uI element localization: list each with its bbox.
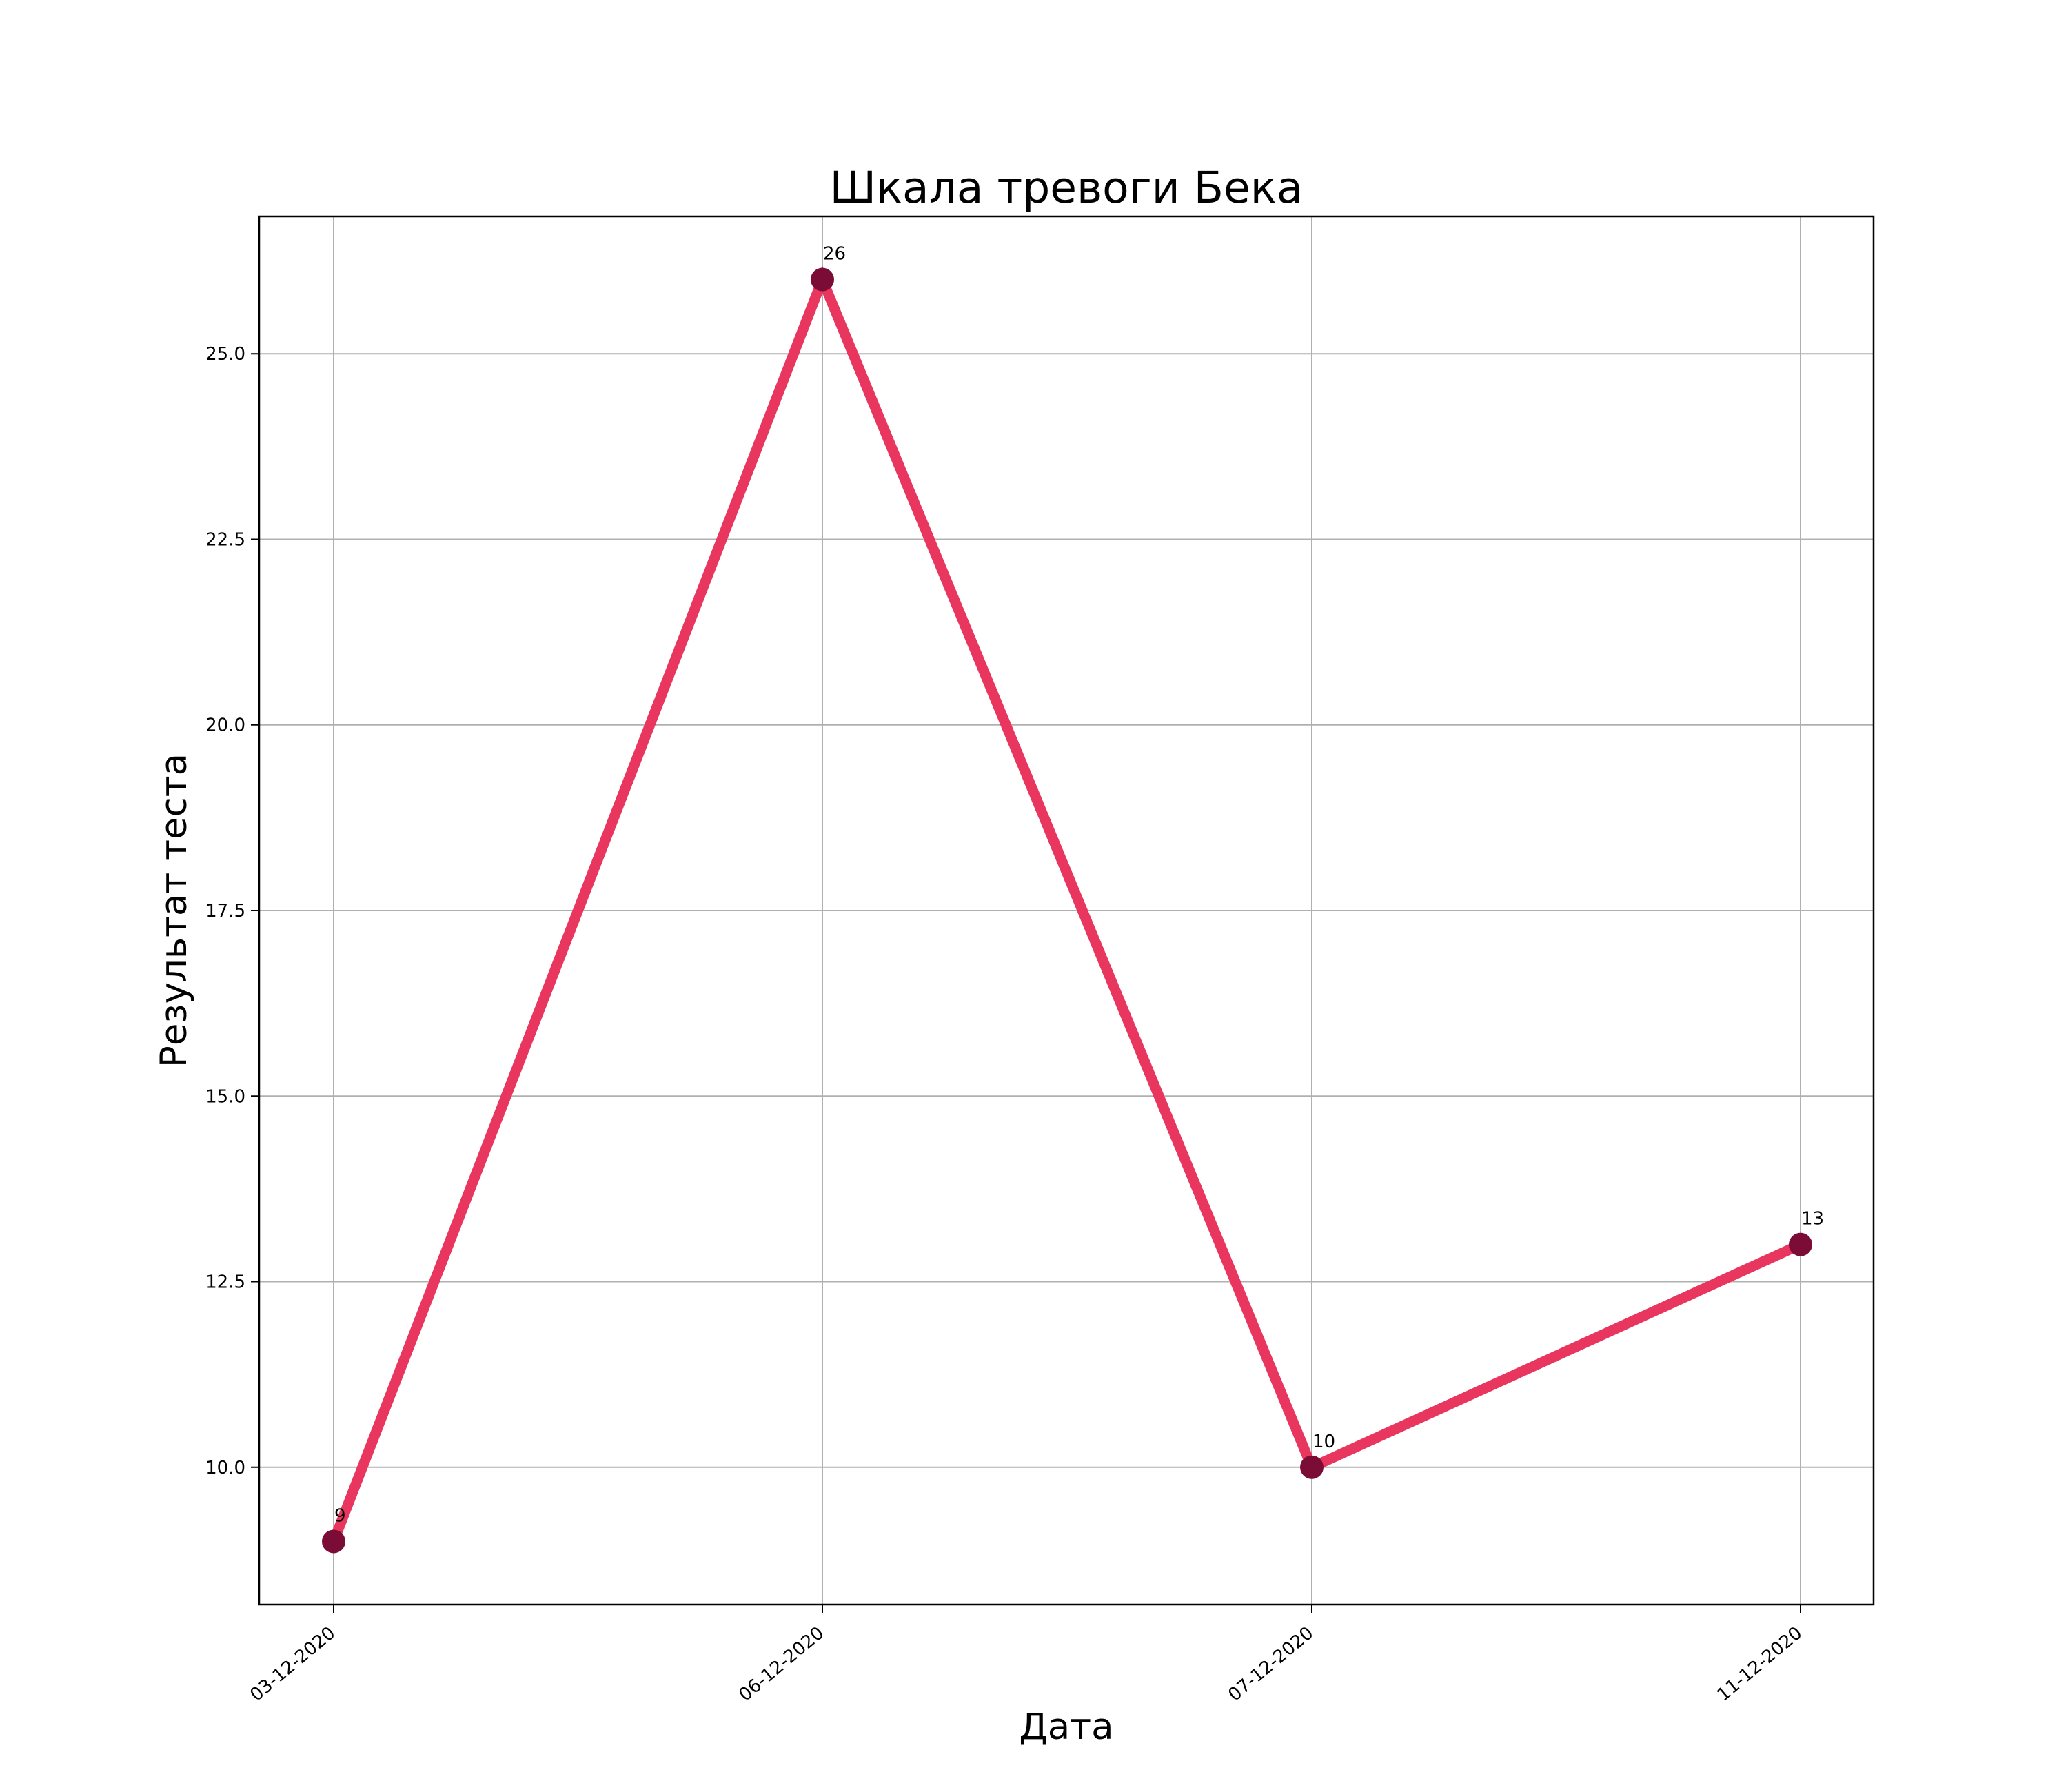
- data-point: [811, 267, 834, 292]
- y-tick-label: 20.0: [205, 715, 245, 736]
- grid: [259, 216, 1874, 1605]
- chart-title: Шкала тревоги Бека: [830, 163, 1304, 213]
- data-point: [1789, 1232, 1812, 1256]
- series-line-group: [329, 265, 1803, 1544]
- y-tick-label: 10.0: [205, 1458, 245, 1478]
- y-tick-label: 15.0: [205, 1086, 245, 1107]
- data-label: 13: [1801, 1209, 1824, 1230]
- marker-group: [322, 267, 1812, 1554]
- series-line: [329, 265, 1803, 1544]
- y-tick-label: 17.5: [205, 901, 245, 922]
- y-tick-label: 12.5: [205, 1272, 245, 1293]
- y-tick-label: 22.5: [205, 529, 245, 550]
- data-point: [322, 1529, 345, 1554]
- y-tick-label: 25.0: [205, 344, 245, 365]
- data-label: 26: [823, 244, 846, 265]
- x-axis-label: Дата: [1019, 1706, 1113, 1748]
- y-axis-label: Результат теста: [153, 753, 195, 1068]
- data-point: [1300, 1455, 1324, 1479]
- data-label: 9: [334, 1505, 346, 1526]
- data-label-group: 9 26 10 13: [334, 244, 1824, 1527]
- data-label: 10: [1312, 1432, 1335, 1452]
